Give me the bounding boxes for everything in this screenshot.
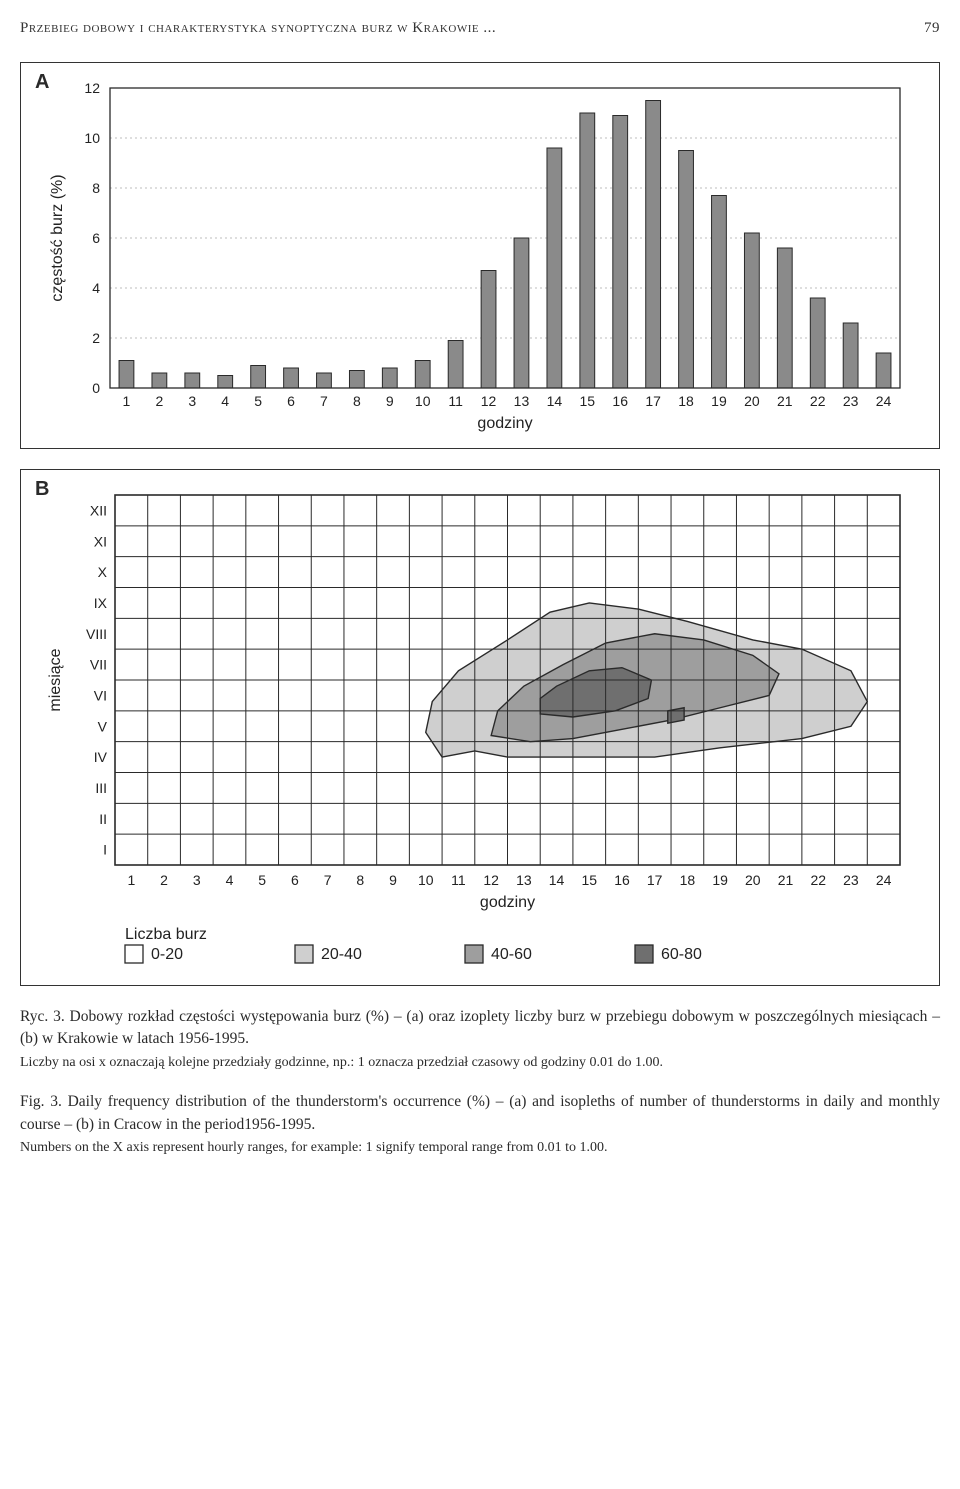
svg-text:6: 6 <box>287 393 295 409</box>
svg-text:4: 4 <box>221 393 229 409</box>
svg-text:Liczba burz: Liczba burz <box>125 926 207 943</box>
svg-text:17: 17 <box>647 872 663 888</box>
caption-en: Fig. 3. Daily frequency distribution of … <box>20 1091 940 1158</box>
svg-text:3: 3 <box>188 393 196 409</box>
svg-text:VII: VII <box>90 657 107 673</box>
svg-text:14: 14 <box>547 393 563 409</box>
svg-text:21: 21 <box>778 872 794 888</box>
svg-text:12: 12 <box>483 872 499 888</box>
svg-text:9: 9 <box>386 393 394 409</box>
svg-text:IX: IX <box>94 595 108 611</box>
svg-text:60-80: 60-80 <box>661 946 702 963</box>
svg-text:4: 4 <box>92 280 100 296</box>
svg-text:24: 24 <box>876 872 892 888</box>
svg-text:10: 10 <box>84 130 100 146</box>
header-title: Przebieg dobowy i charakterystyka synopt… <box>20 20 496 36</box>
panel-b-frame: B IIIIIIIVVVIVIIVIIIIXXXIXII123456789101… <box>20 469 940 986</box>
svg-text:22: 22 <box>810 872 826 888</box>
svg-text:11: 11 <box>448 393 463 409</box>
svg-text:2: 2 <box>160 872 168 888</box>
panel-a-label: A <box>35 71 49 94</box>
svg-text:V: V <box>98 718 108 734</box>
svg-text:16: 16 <box>614 872 630 888</box>
svg-text:I: I <box>103 842 107 858</box>
svg-text:5: 5 <box>258 872 266 888</box>
svg-text:godziny: godziny <box>477 415 532 432</box>
svg-text:17: 17 <box>645 393 661 409</box>
svg-text:VI: VI <box>94 687 107 703</box>
svg-text:15: 15 <box>580 393 596 409</box>
svg-text:23: 23 <box>843 393 859 409</box>
svg-text:20: 20 <box>745 872 761 888</box>
svg-text:12: 12 <box>481 393 497 409</box>
caption-pl-note: Liczby na osi x oznaczają kolejne przedz… <box>20 1055 663 1070</box>
svg-text:0-20: 0-20 <box>151 946 183 963</box>
svg-text:7: 7 <box>324 872 332 888</box>
svg-text:16: 16 <box>612 393 628 409</box>
svg-text:II: II <box>99 811 107 827</box>
svg-text:20-40: 20-40 <box>321 946 362 963</box>
svg-text:14: 14 <box>549 872 565 888</box>
page-header: Przebieg dobowy i charakterystyka synopt… <box>20 20 940 37</box>
svg-text:6: 6 <box>291 872 299 888</box>
svg-text:24: 24 <box>876 393 892 409</box>
svg-text:częstość burz (%): częstość burz (%) <box>49 174 66 301</box>
svg-text:10: 10 <box>415 393 431 409</box>
caption-pl-main: Ryc. 3. Dobowy rozkład częstości występo… <box>20 1008 940 1047</box>
caption-pl: Ryc. 3. Dobowy rozkład częstości występo… <box>20 1006 940 1073</box>
svg-text:15: 15 <box>581 872 597 888</box>
svg-text:22: 22 <box>810 393 826 409</box>
svg-text:20: 20 <box>744 393 760 409</box>
svg-text:miesiące: miesiące <box>47 648 64 711</box>
svg-text:5: 5 <box>254 393 262 409</box>
caption-en-note: Numbers on the X axis represent hourly r… <box>20 1140 607 1155</box>
svg-text:9: 9 <box>389 872 397 888</box>
svg-text:8: 8 <box>353 393 361 409</box>
svg-text:7: 7 <box>320 393 328 409</box>
bar-chart: 0246810121234567891011121314151617181920… <box>40 73 920 443</box>
svg-text:18: 18 <box>678 393 694 409</box>
svg-text:3: 3 <box>193 872 201 888</box>
svg-text:23: 23 <box>843 872 859 888</box>
svg-text:0: 0 <box>92 380 100 396</box>
svg-text:1: 1 <box>127 872 135 888</box>
svg-text:19: 19 <box>712 872 728 888</box>
svg-text:X: X <box>98 564 108 580</box>
svg-text:XI: XI <box>94 533 107 549</box>
panel-b-label: B <box>35 478 49 501</box>
svg-text:21: 21 <box>777 393 793 409</box>
svg-text:8: 8 <box>356 872 364 888</box>
svg-text:VIII: VIII <box>86 626 107 642</box>
svg-text:10: 10 <box>418 872 434 888</box>
panel-a-frame: A 02468101212345678910111213141516171819… <box>20 62 940 449</box>
svg-text:2: 2 <box>155 393 163 409</box>
svg-text:18: 18 <box>680 872 696 888</box>
svg-text:19: 19 <box>711 393 727 409</box>
svg-text:godziny: godziny <box>480 894 535 911</box>
svg-text:III: III <box>95 780 107 796</box>
svg-text:4: 4 <box>226 872 234 888</box>
svg-text:40-60: 40-60 <box>491 946 532 963</box>
svg-text:8: 8 <box>92 180 100 196</box>
caption-en-main: Fig. 3. Daily frequency distribution of … <box>20 1093 940 1132</box>
page-number: 79 <box>924 20 940 37</box>
svg-text:1: 1 <box>123 393 131 409</box>
svg-text:XII: XII <box>90 502 107 518</box>
svg-text:6: 6 <box>92 230 100 246</box>
contour-chart: IIIIIIIVVVIVIIVIIIIXXXIXII12345678910111… <box>40 480 920 980</box>
svg-text:12: 12 <box>84 80 100 96</box>
svg-text:2: 2 <box>92 330 100 346</box>
svg-text:13: 13 <box>516 872 532 888</box>
svg-text:11: 11 <box>451 872 466 888</box>
svg-text:IV: IV <box>94 749 108 765</box>
svg-text:13: 13 <box>514 393 530 409</box>
